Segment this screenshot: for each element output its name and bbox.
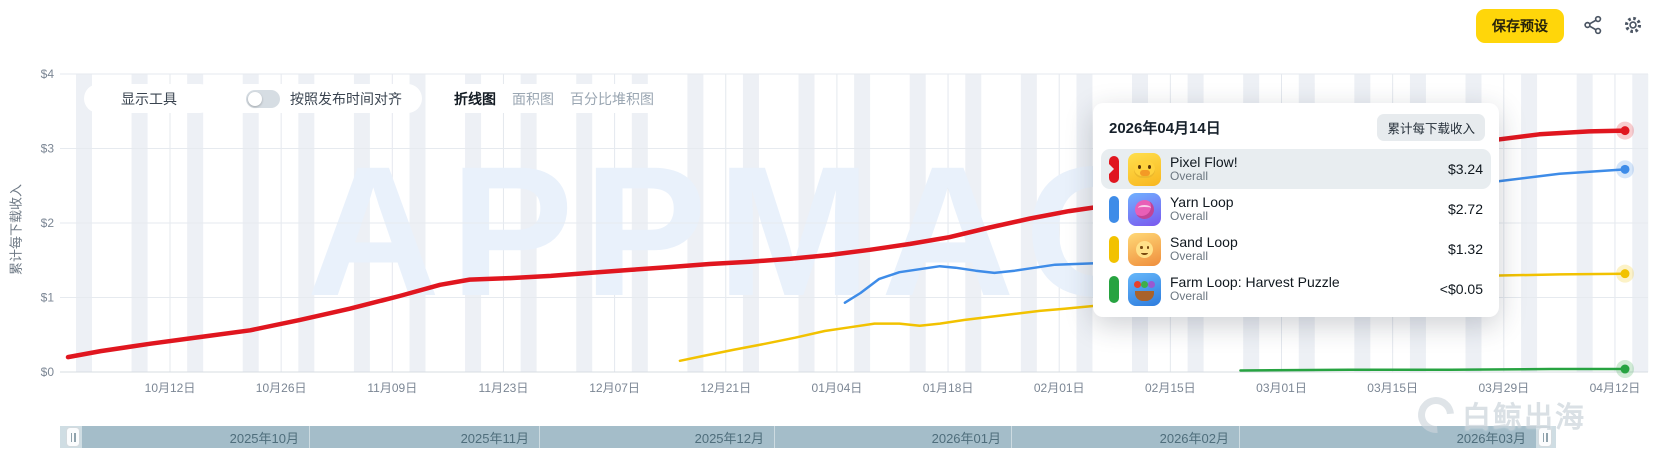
chart-type-tabs: 折线图 面积图 百分比堆积图 (434, 84, 674, 113)
series-marker (1109, 195, 1119, 223)
y-tick-label: $1 (41, 291, 55, 305)
chart-tooltip: 2026年04月14日 累计每下载收入 Pixel Flow! Overall … (1093, 103, 1499, 317)
x-tick-label: 11月09日 (367, 381, 417, 395)
tab-percent-stacked-chart[interactable]: 百分比堆积图 (570, 90, 654, 107)
chart-controls: 显示工具 按照发布时间对齐 折线图 面积图 百分比堆积图 (84, 84, 674, 113)
x-tick-label: 02月01日 (1034, 381, 1085, 395)
share-icon (1582, 14, 1604, 39)
align-toggle-label: 按照发布时间对齐 (290, 90, 402, 107)
tooltip-date: 2026年04月14日 (1109, 120, 1221, 137)
tooltip-metric-badge: 累计每下载收入 (1377, 114, 1485, 141)
tooltip-row-farm-loop: Farm Loop: Harvest Puzzle Overall <$0.05 (1101, 269, 1491, 309)
x-tick-label: 01月18日 (923, 381, 974, 395)
x-tick-label: 11月23日 (479, 381, 529, 395)
app-value: $3.24 (1447, 161, 1483, 177)
y-tick-label: $3 (41, 142, 55, 156)
x-tick-label: 03月29日 (1478, 381, 1529, 395)
align-by-release-toggle[interactable]: 按照发布时间对齐 (226, 84, 422, 113)
app-name: Farm Loop: Harvest Puzzle (1170, 274, 1340, 291)
app-name: Sand Loop (1170, 234, 1238, 251)
pixel-flow-app-icon (1128, 152, 1161, 186)
settings-button[interactable] (1622, 14, 1644, 39)
show-tools-label: 显示工具 (121, 90, 177, 107)
x-tick-label: 10月26日 (256, 381, 307, 395)
tooltip-header: 2026年04月14日 累计每下载收入 (1101, 112, 1491, 149)
timeline-month-label: 2025年11月 (460, 430, 529, 446)
x-tick-label: 10月12日 (145, 381, 196, 395)
series-marker (1109, 275, 1119, 303)
timeline-month-segment[interactable]: 2026年03月 (1240, 426, 1536, 448)
y-tick-label: $4 (41, 67, 55, 81)
app-scope: Overall (1170, 169, 1209, 184)
x-tick-label: 02月15日 (1145, 381, 1196, 395)
yarn-loop-app-icon (1128, 192, 1161, 226)
app-scope: Overall (1170, 209, 1209, 224)
x-tick-label: 03月15日 (1367, 381, 1418, 395)
tab-area-chart[interactable]: 面积图 (512, 90, 554, 107)
tooltip-row-yarn-loop: Yarn Loop Overall $2.72 (1101, 189, 1491, 229)
y-tick-label: $2 (41, 216, 55, 230)
series-endpoint-dot (1620, 164, 1630, 174)
series-endpoint-dot (1620, 269, 1630, 279)
sand-loop-app-icon (1128, 232, 1161, 266)
timeline-month-label: 2026年02月 (1159, 430, 1229, 446)
timeline-month-segment[interactable]: 2025年12月 (540, 426, 775, 448)
header-actions: 保存预设 (1476, 9, 1644, 43)
show-tools-button[interactable]: 显示工具 (84, 84, 214, 113)
x-tick-label: 03月01日 (1256, 381, 1307, 395)
tooltip-row-sand-loop: Sand Loop Overall $1.32 (1101, 229, 1491, 269)
series-endpoint-dot (1620, 126, 1630, 136)
share-button[interactable] (1582, 14, 1604, 39)
timeline-month-label: 2026年01月 (931, 430, 1001, 446)
tooltip-row-pixel-flow: Pixel Flow! Overall $3.24 (1101, 149, 1491, 189)
series-line-farm-loop-harvest-puzzle (1239, 367, 1627, 372)
toggle-knob (248, 91, 262, 106)
timeline-month-label: 2025年10月 (229, 430, 299, 446)
timeline-month-segment[interactable]: 2025年10月 (82, 426, 310, 448)
app-scope: Overall (1170, 289, 1209, 304)
y-axis-title: 累计每下载收入 (8, 184, 24, 276)
timeline-month-label: 2025年12月 (694, 430, 764, 446)
app-scope: Overall (1170, 249, 1209, 264)
timeline-range-selector[interactable]: 2025年10月 2025年11月 2025年12月 2026年01月 2026年02月… (60, 426, 1556, 448)
timeline-left-handle[interactable] (66, 427, 80, 447)
app-name: Yarn Loop (1170, 194, 1234, 211)
app-value: $2.72 (1447, 201, 1483, 217)
timeline-right-handle[interactable] (1538, 427, 1552, 447)
save-preset-button[interactable]: 保存预设 (1476, 9, 1564, 43)
app-value: $1.32 (1447, 241, 1483, 257)
toggle-switch[interactable] (246, 89, 280, 108)
series-marker (1109, 235, 1119, 263)
series-endpoint-dot (1620, 364, 1630, 374)
x-tick-label: 12月21日 (700, 381, 751, 395)
tab-line-chart[interactable]: 折线图 (454, 90, 496, 107)
timeline-month-label: 2026年03月 (1456, 430, 1526, 446)
timeline-month-segment[interactable]: 2026年02月 (1012, 426, 1240, 448)
timeline-month-segment[interactable]: 2025年11月 (310, 426, 540, 448)
app-name: Pixel Flow! (1170, 154, 1238, 171)
app-value: <$0.05 (1439, 281, 1483, 297)
timeline-selected-range[interactable]: 2025年10月 2025年11月 2025年12月 2026年01月 2026年02月… (82, 426, 1536, 448)
x-tick-label: 12月07日 (589, 381, 640, 395)
timeline-month-segment[interactable]: 2026年01月 (775, 426, 1012, 448)
y-tick-label: $0 (41, 365, 55, 379)
gear-icon (1622, 14, 1644, 39)
series-marker (1109, 155, 1119, 183)
x-tick-label: 01月04日 (812, 381, 863, 395)
x-tick-label: 04月12日 (1590, 381, 1641, 395)
farm-loop-app-icon (1128, 272, 1161, 306)
